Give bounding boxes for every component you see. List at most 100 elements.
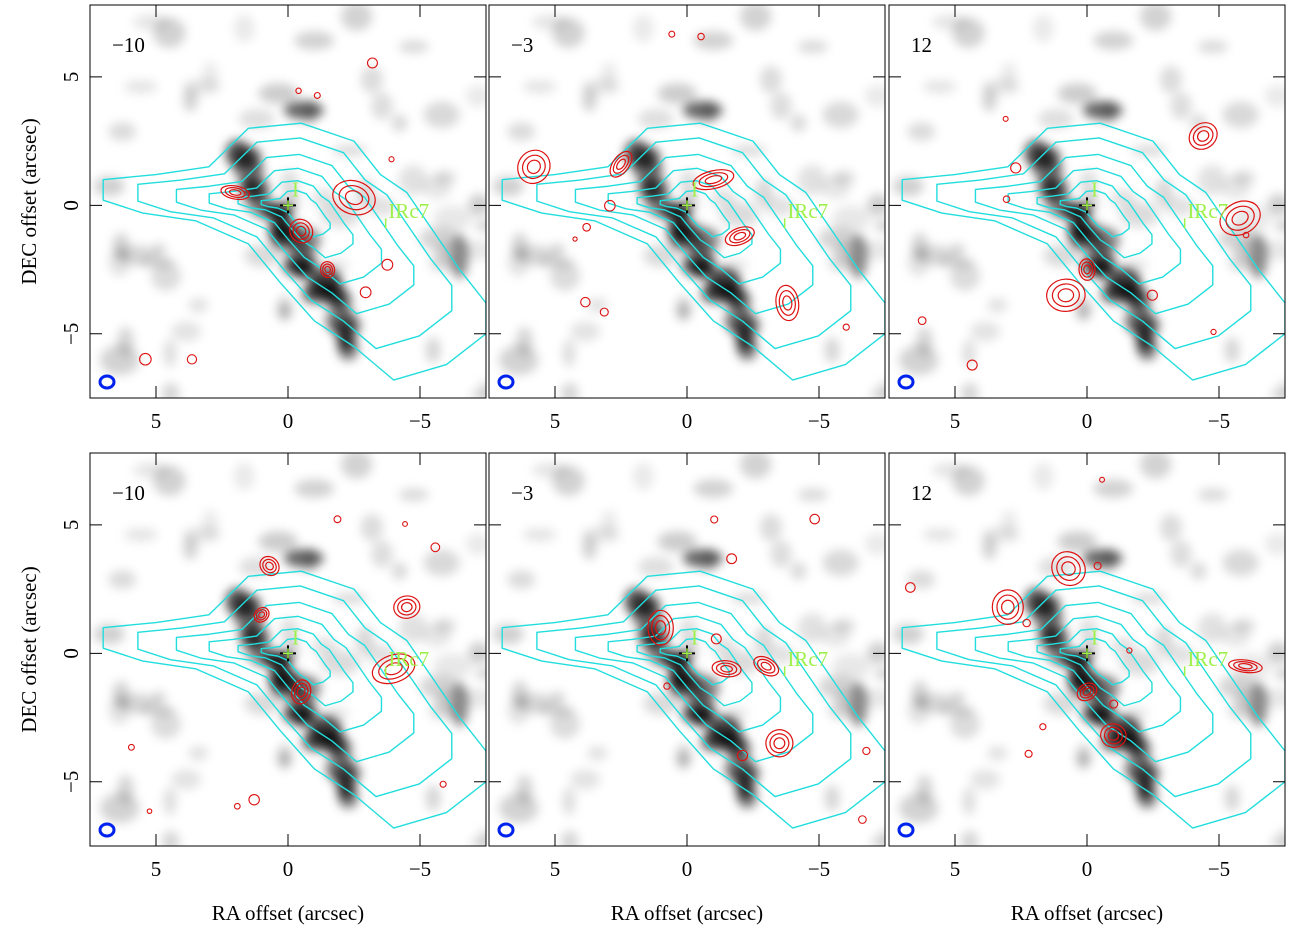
gray-ridge: [691, 227, 721, 253]
gray-blob: [294, 31, 335, 50]
gray-blob: [587, 745, 608, 761]
gray-blob: [423, 549, 460, 577]
map: I IRc7: [889, 453, 1285, 846]
gray-blob: [280, 617, 299, 643]
cyan-contour: [208, 615, 383, 733]
panel-label: 12: [911, 481, 932, 505]
gray-ridge: [1092, 259, 1112, 279]
red-contour: [704, 175, 723, 185]
red-contour: [1022, 618, 1031, 628]
red-contour: [1080, 261, 1094, 278]
x-axis-label: RA offset (arcsec): [1011, 901, 1163, 925]
gray-blob: [754, 626, 774, 656]
gray-blob: [171, 321, 202, 342]
gray-blob: [679, 617, 698, 643]
gray-blob: [475, 668, 486, 680]
cyan-contour: [936, 137, 1252, 350]
cyan-contour: [1036, 179, 1153, 259]
red-contour: [388, 156, 395, 163]
red-contour: [729, 229, 751, 244]
gray-ridge: [736, 336, 758, 361]
red-contour: [809, 513, 821, 525]
gray-blob: [962, 787, 976, 816]
red-contour: [1056, 556, 1081, 582]
gray-blob: [1032, 14, 1054, 43]
source-cross: [1082, 648, 1092, 659]
gray-ridge: [293, 259, 313, 279]
gray-blob: [1170, 92, 1192, 120]
gray-blob: [907, 248, 930, 277]
red-contour: [1225, 205, 1255, 231]
map: I IRc7: [889, 5, 1285, 398]
cyan-contour: [175, 601, 415, 763]
red-contour: [647, 609, 674, 646]
red-contour: [991, 589, 1024, 625]
gray-blob: [161, 830, 180, 846]
gray-blob: [93, 176, 125, 197]
source-cross: [682, 648, 692, 659]
gray-blob: [188, 745, 209, 761]
cyan-contour: [536, 137, 852, 350]
gray-blob: [832, 653, 871, 681]
cyan-contour: [607, 615, 782, 733]
y-axis-label: DEC offset (arcsec): [17, 566, 41, 732]
red-contour: [1057, 288, 1075, 303]
gray-ridge: [337, 784, 359, 809]
cyan-contour: [974, 153, 1214, 315]
red-contour: [378, 657, 410, 680]
y-tick-label: 0: [59, 200, 83, 211]
red-contour: [663, 682, 671, 690]
red-contour: [1002, 115, 1009, 122]
gray-blob: [864, 84, 885, 108]
cyan-contour: [659, 637, 730, 686]
red-contour: [1233, 661, 1258, 672]
gray-blob: [507, 122, 536, 141]
gray-blob: [320, 650, 361, 676]
gray-blob: [171, 769, 202, 790]
gray-blob: [151, 243, 166, 258]
x-tick-label: 0: [1082, 857, 1093, 881]
gray-ridge: [1092, 707, 1112, 727]
y-tick-label: 5: [59, 72, 83, 83]
red-contour: [289, 218, 314, 244]
gray-blob: [507, 248, 530, 277]
gray-blob: [1269, 389, 1285, 398]
gray-blob: [161, 382, 180, 398]
panel-label: −3: [511, 481, 533, 505]
gray-blob: [907, 570, 936, 589]
gray-blob: [516, 326, 533, 356]
red-contour: [291, 679, 312, 705]
red-contour: [265, 561, 274, 571]
gray-blob: [507, 696, 530, 725]
cyan-contour: [574, 153, 814, 315]
gray-blob: [821, 624, 851, 648]
gray-emission: [93, 5, 486, 398]
red-contour: [710, 633, 722, 645]
red-contour: [778, 290, 796, 316]
gray-blob: [258, 531, 298, 552]
gray-blob: [907, 696, 930, 725]
gray-blob: [108, 122, 137, 141]
beam: [497, 822, 515, 838]
gray-blob: [244, 692, 281, 716]
gray-ridge: [1032, 160, 1064, 181]
red-contour: [1076, 682, 1098, 702]
cyan-contour: [237, 179, 354, 259]
gray-blob: [470, 389, 486, 398]
x-tick-label: 0: [283, 409, 294, 433]
red-contour: [248, 793, 260, 806]
gray-blob: [916, 774, 933, 804]
gray-ridge: [1091, 227, 1121, 253]
red-contour: [769, 733, 790, 754]
gray-blob: [1119, 650, 1160, 676]
cyan-contour: [501, 570, 885, 829]
red-contour: [293, 682, 309, 701]
x-tick-label: 5: [950, 857, 961, 881]
gray-blob: [632, 462, 654, 491]
gray-ridge: [1082, 549, 1123, 568]
map: I IRc7: [90, 453, 486, 846]
red-contour: [1146, 289, 1158, 301]
gray-blob: [987, 297, 1008, 313]
red-contour: [668, 30, 676, 38]
red-contour: [430, 542, 441, 553]
